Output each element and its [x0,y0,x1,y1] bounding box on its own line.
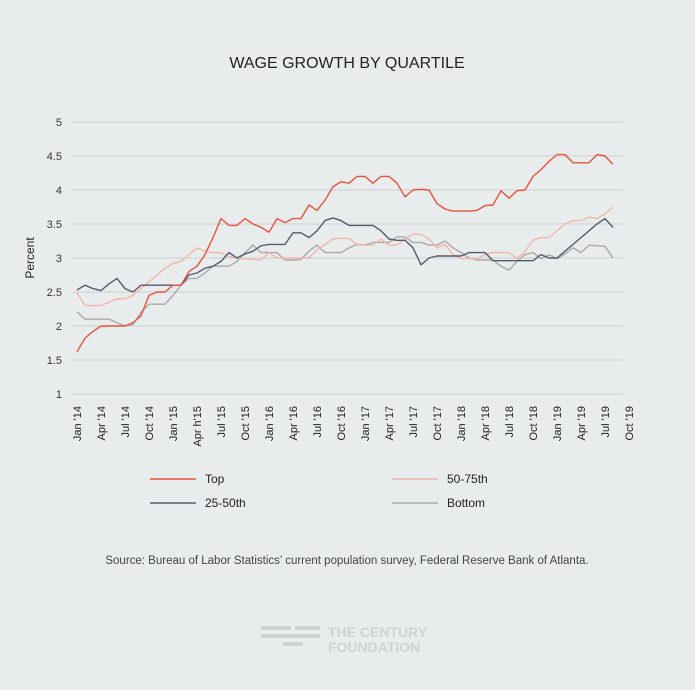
y-tick-label: 1.5 [47,355,62,367]
series-line-top [76,153,614,353]
legend-item: Bottom [392,496,485,510]
x-tick-label: Apr h'15 [192,406,204,447]
x-tick-label: Jan '17 [360,406,372,441]
x-tick-label: Apr '17 [384,406,396,441]
x-tick-label: Jan '15 [168,406,180,441]
x-tick-label: Jul '19 [600,406,612,437]
y-tick-label: 5 [56,117,62,129]
x-tick-label: Oct '18 [528,406,540,441]
logo-line-1: THE CENTURY [328,624,428,640]
y-tick-label: 3.5 [47,219,62,231]
series-line-50-75th [76,206,614,307]
x-tick-label: Jan '19 [552,406,564,441]
x-tick-label: Oct '16 [336,406,348,441]
series-line-25-50th [76,217,614,293]
x-tick-label: Apr '18 [480,406,492,441]
legend-item: 25-50th [150,496,246,510]
x-tick-label: Jul '16 [312,406,324,437]
x-tick-label: Jul '14 [120,406,132,437]
y-tick-label: 2.5 [47,287,62,299]
x-tick-label: Jan '14 [72,406,84,441]
x-tick-label: Jul '17 [408,406,420,437]
legend-item: Top [150,472,225,486]
x-tick-label: Jul '18 [504,406,516,437]
legend-label: Top [205,472,225,486]
legend-label: 25-50th [205,496,246,510]
century-foundation-logo: THE CENTURY FOUNDATION [261,624,428,655]
logo-line-2: FOUNDATION [328,639,420,655]
source-note: Source: Bureau of Labor Statistics’ curr… [105,555,588,567]
x-tick-label: Apr '16 [288,406,300,441]
y-axis-label: Percent [23,237,37,279]
y-tick-label: 4.5 [47,151,62,163]
x-tick-label: Oct '17 [432,406,444,441]
legend-label: Bottom [447,496,485,510]
x-tick-label: Jul '15 [216,406,228,437]
y-tick-label: 4 [56,185,62,197]
series-line-bottom [76,236,614,327]
x-tick-label: Apr '19 [576,406,588,441]
x-tick-label: Oct '15 [240,406,252,441]
chart-title: WAGE GROWTH BY QUARTILE [229,55,464,72]
x-tick-label: Oct '19 [624,406,636,441]
legend-label: 50-75th [447,472,488,486]
x-tick-label: Oct '14 [144,406,156,441]
x-tick-label: Apr '14 [96,406,108,441]
x-tick-label: Jan '18 [456,406,468,441]
y-tick-label: 2 [56,321,62,333]
y-tick-label: 1 [56,389,62,401]
y-tick-label: 3 [56,253,62,265]
x-tick-label: Jan '16 [264,406,276,441]
legend-item: 50-75th [392,472,488,486]
